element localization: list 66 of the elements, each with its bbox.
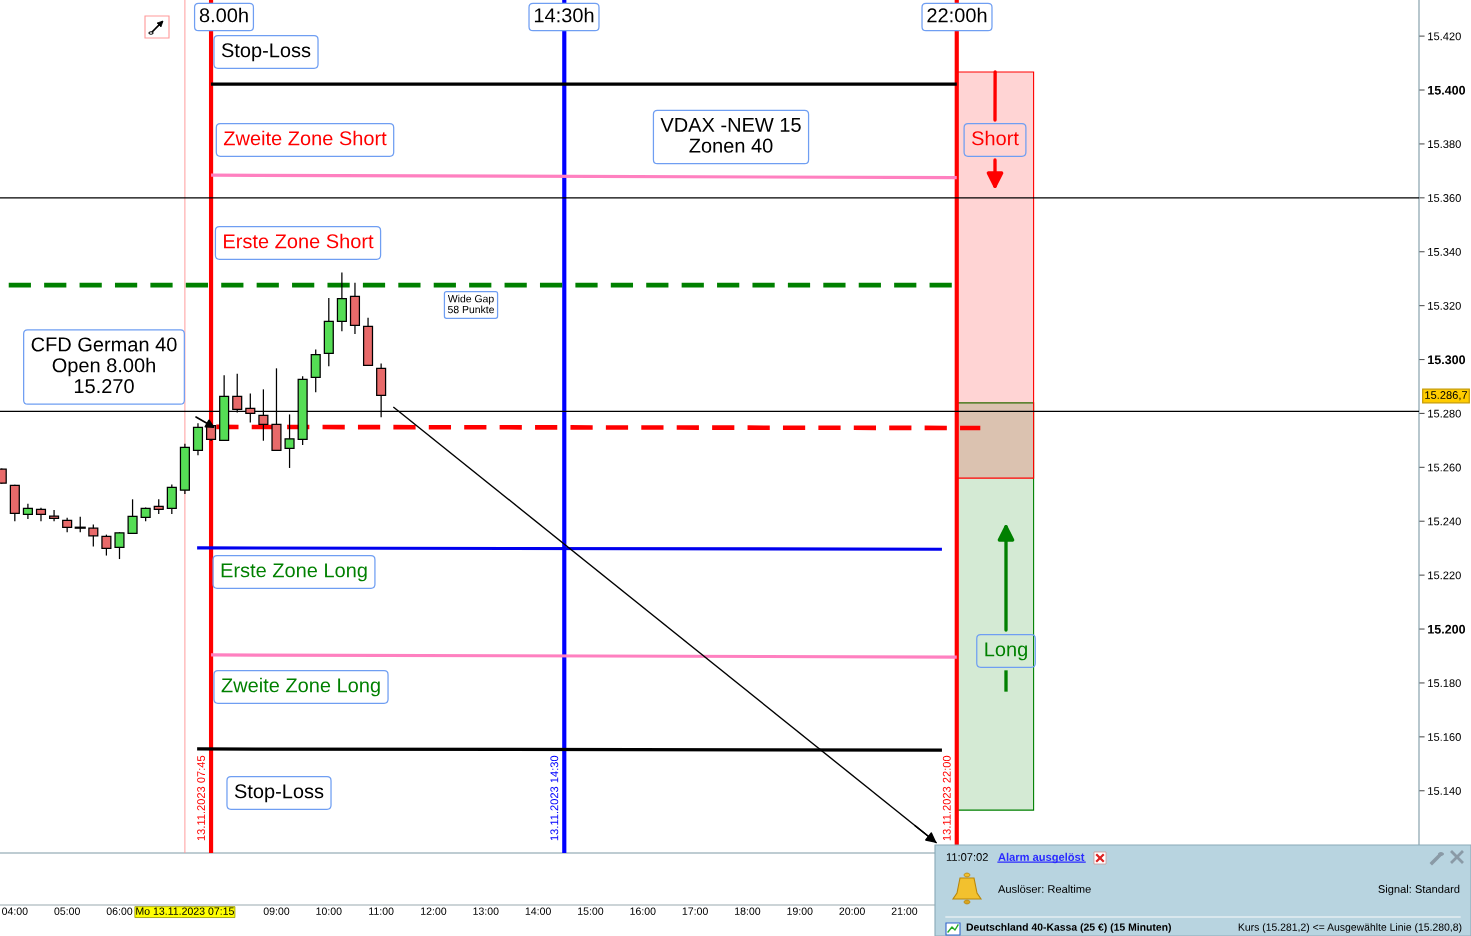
annotation: Alarm ausgelöst — [998, 852, 1085, 864]
y-tick-label: 15.400 — [1428, 85, 1466, 95]
y-tick-label: 15.360 — [1428, 194, 1461, 202]
x-tick-label: 09:00 — [263, 907, 290, 915]
candlestick — [192, 423, 204, 456]
y-tick-label: 15.320 — [1428, 301, 1461, 310]
candlestick — [35, 507, 47, 522]
annotation: 22:00h — [927, 7, 987, 23]
x-tick-label: 17:00 — [682, 907, 708, 915]
candlestick — [49, 510, 60, 522]
annotation: Long — [985, 642, 1027, 661]
x-tick-label: 05:00 — [54, 907, 80, 915]
annotation: VDAX -NEW 15 Zonen 40 — [660, 118, 801, 153]
annotation: Short — [972, 130, 1019, 146]
candlestick — [166, 484, 177, 515]
x-tick-label: 10:00 — [316, 907, 342, 915]
ref-line-label: 13.11.2023 07:45 — [197, 755, 206, 841]
y-tick-label: 15.240 — [1428, 517, 1461, 526]
text: Kurs (15.281,2) <= Ausgewählte Linie (15.280,8) — [1238, 923, 1462, 933]
text: 11:07:02 — [946, 853, 988, 861]
text: Signal: Standard — [1378, 884, 1460, 896]
x-tick-label: 19:00 — [787, 907, 813, 915]
y-tick-label: 15.420 — [1428, 32, 1461, 41]
candlestick — [310, 349, 321, 393]
candlestick — [101, 534, 112, 556]
y-tick-label: 15.260 — [1428, 463, 1461, 472]
candlestick — [284, 414, 295, 468]
x-tick-label: 04:00 — [2, 907, 28, 915]
y-tick-label: 15.300 — [1428, 355, 1466, 365]
x-tick-label: 21:00 — [891, 907, 918, 915]
annotation: Stop-Loss — [234, 784, 324, 803]
candlestick — [127, 499, 138, 534]
x-tick-label: 20:00 — [839, 907, 865, 915]
x-tick-label: 11:00 — [369, 907, 394, 915]
x-tick-label: 18:00 — [735, 907, 761, 915]
annotation: CFD German 40 Open 8.00h 15.270 — [31, 337, 177, 394]
candlestick — [114, 532, 125, 560]
ref-line-label: 13.11.2023 22:00 — [942, 755, 951, 841]
candlestick — [336, 272, 347, 332]
annotation: Wide Gap 58 Punkte — [447, 294, 494, 314]
annotation: Erste Zone Short — [224, 233, 374, 249]
x-tick-label: 12:00 — [421, 907, 447, 915]
candlestick — [88, 524, 99, 547]
annotation: 8.00h — [199, 7, 248, 23]
y-tick-label: 15.280 — [1428, 409, 1461, 418]
x-tick-label: 06:00 — [106, 907, 133, 915]
y-tick-label: 15.340 — [1428, 247, 1461, 256]
text: Auslöser: Realtime — [998, 884, 1091, 893]
y-tick-label: 15.160 — [1428, 733, 1461, 741]
x-tick-label: 16:00 — [630, 907, 656, 915]
annotation: Stop-Loss — [221, 43, 311, 62]
x-tick-label: 14:00 — [525, 907, 551, 915]
x-tick-label: 13:00 — [473, 907, 499, 915]
x-tick-label: 15:00 — [578, 907, 604, 915]
y-tick-label: 15.220 — [1428, 571, 1461, 580]
annotation: 14:30h — [534, 7, 594, 23]
text: 15.286,7 — [1425, 391, 1468, 401]
y-tick-label: 15.200 — [1428, 624, 1466, 634]
x-tick-label: Mo 13.11.2023 07:15 — [136, 907, 234, 915]
annotation: Zweite Zone Long — [221, 677, 380, 697]
y-tick-label: 15.140 — [1428, 787, 1461, 795]
annotation: Erste Zone Long — [221, 563, 367, 582]
text: Deutschland 40-Kassa (25 €) (15 Minuten) — [966, 923, 1171, 933]
y-tick-label: 15.180 — [1428, 679, 1461, 688]
y-tick-label: 15.380 — [1428, 140, 1461, 149]
annotation: Zweite Zone Short — [223, 130, 387, 146]
